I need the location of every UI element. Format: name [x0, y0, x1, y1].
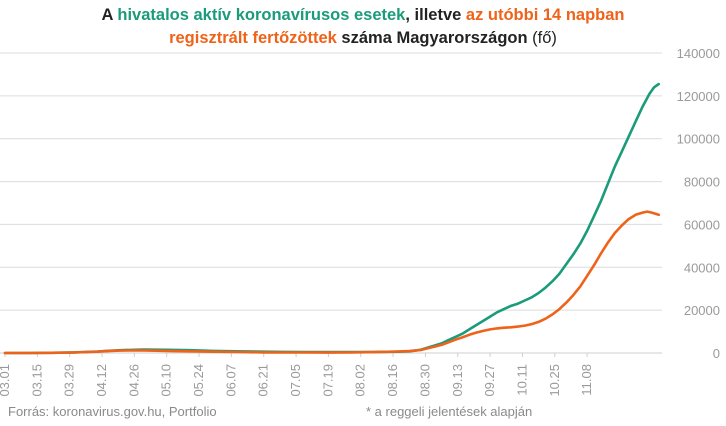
x-tick-label: 03.01	[0, 364, 12, 397]
title-segment-unit: (fő)	[532, 29, 557, 47]
y-tick-label: 100000	[677, 132, 720, 147]
x-tick-label: 08.16	[385, 364, 400, 397]
grid-layer	[0, 52, 662, 354]
x-tick-label: 09.13	[450, 364, 465, 397]
y-tick-label: 60000	[684, 217, 720, 232]
x-tick-label: 09.27	[482, 364, 497, 397]
x-tick-label: 10.11	[514, 364, 529, 396]
source-note: Forrás: koronavirus.gov.hu, Portfolio	[8, 404, 217, 419]
series-layer	[3, 82, 660, 355]
y-tick-label: 80000	[684, 175, 720, 190]
footnote: * a reggeli jelentések alapján	[366, 404, 533, 419]
chart-title: A hivatalos aktív koronavírusos esetek, …	[0, 4, 726, 50]
x-tick-label: 08.02	[353, 364, 368, 397]
title-segment: , illetve	[405, 6, 466, 24]
x-tick-label: 04.26	[126, 364, 141, 397]
y-tick-label: 40000	[684, 260, 720, 275]
title-line-1: A hivatalos aktív koronavírusos esetek, …	[0, 4, 726, 27]
y-axis-labels: 0 20000 40000 60000 80000 100000 120000 140000	[677, 46, 720, 361]
title-segment: A	[101, 6, 118, 24]
x-tick-label: 06.07	[223, 364, 238, 397]
title-segment-registered-infected: regisztrált fertőzöttek	[169, 29, 337, 47]
x-tick-label: 03.15	[29, 364, 44, 397]
series-line-fourteen-day	[3, 210, 660, 355]
y-tick-label: 20000	[684, 303, 720, 318]
title-segment-14-day: az utóbbi 14 napban	[465, 6, 625, 24]
x-tick-label: 08.30	[417, 364, 432, 397]
x-tick-label: 05.24	[191, 364, 206, 397]
x-tick-label: 03.29	[62, 364, 77, 397]
x-tick-label: 05.10	[159, 364, 174, 397]
y-tick-label: 0	[713, 346, 720, 361]
x-tick-label: 07.05	[288, 364, 303, 397]
y-tick-label: 120000	[677, 89, 720, 104]
y-tick-label: 140000	[677, 46, 720, 61]
title-segment-active-cases: hivatalos aktív koronavírusos esetek	[117, 6, 406, 24]
x-tick-label: 04.12	[94, 364, 109, 397]
series-line-active	[3, 82, 660, 355]
title-segment: száma Magyarországon	[336, 29, 533, 47]
x-tick-label: 06.21	[256, 364, 271, 397]
x-axis-labels: 03.01 03.15 03.29 04.12 04.26 05.10 05.24 06.07…	[0, 353, 594, 397]
x-tick-label: 10.25	[547, 364, 562, 397]
title-line-2: regisztrált fertőzöttek száma Magyarorsz…	[0, 27, 726, 50]
x-tick-label: 11.08	[579, 364, 594, 396]
x-tick-label: 07.19	[320, 364, 335, 397]
